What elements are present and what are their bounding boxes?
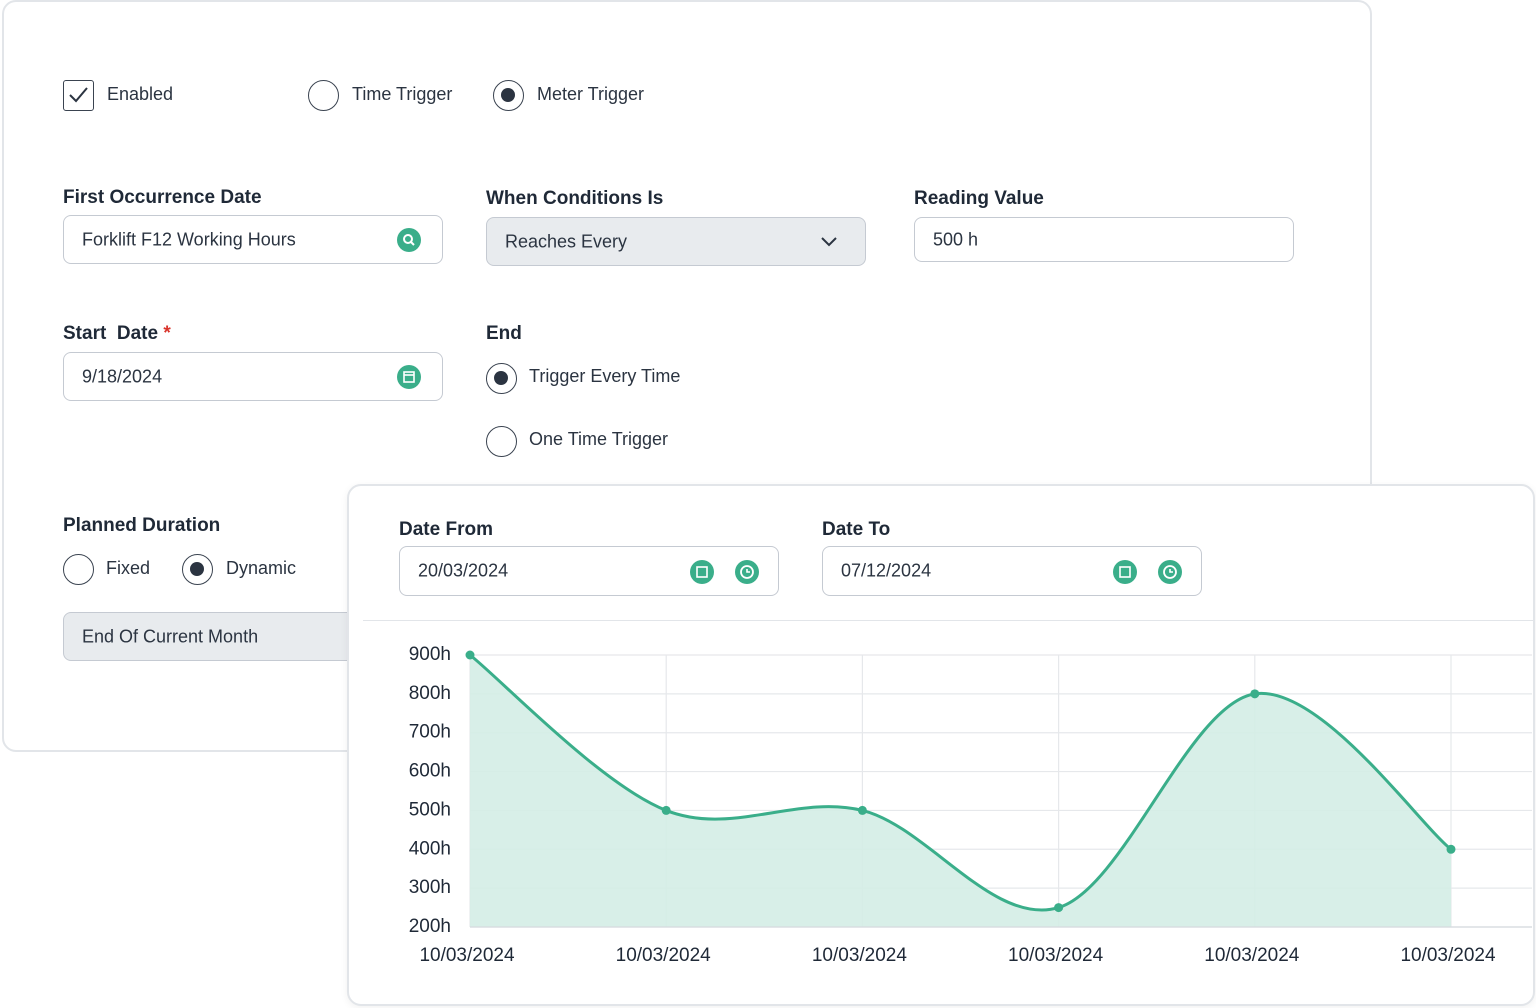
x-tick-label: 10/03/2024 (1400, 945, 1496, 966)
y-tick-label: 700h (409, 722, 451, 743)
field-label: Start Date * (63, 323, 171, 345)
radio[interactable] (486, 363, 517, 394)
chevron-icon (821, 237, 837, 247)
radio-label: Fixed (106, 558, 151, 578)
label-text: Start Date (63, 323, 159, 344)
field-label: Reading Value (914, 188, 1044, 209)
radio-label: Trigger Every Time (529, 366, 681, 386)
y-tick-label: 300h (409, 877, 451, 898)
input-value: 500 h (933, 229, 979, 249)
area (470, 655, 1451, 927)
radio[interactable] (493, 80, 524, 111)
dropdown[interactable]: End Of Current Month (63, 612, 393, 661)
date-icons[interactable] (1113, 560, 1183, 584)
radio-label: One Time Trigger (529, 429, 669, 449)
radio[interactable] (63, 554, 94, 585)
search-icon[interactable] (397, 228, 421, 252)
input-value: 9/18/2024 (82, 366, 163, 386)
input-value: 20/03/2024 (418, 560, 509, 581)
divider (363, 620, 1533, 621)
x-tick-label: 10/03/2024 (1008, 945, 1104, 966)
y-tick-label: 500h (409, 799, 451, 820)
x-tick-label: 10/03/2024 (1204, 945, 1300, 966)
point (465, 650, 475, 660)
y-tick-label: 400h (409, 838, 451, 859)
y-tick-label: 600h (409, 761, 451, 782)
check-icon (69, 87, 88, 103)
x-tick-label: 10/03/2024 (812, 945, 908, 966)
y-tick-label: 900h (409, 644, 451, 665)
radio[interactable] (308, 80, 339, 111)
radio-label: Time Trigger (352, 84, 453, 104)
date-input[interactable]: 20/03/2024 (399, 546, 779, 596)
field-label: Date From (399, 519, 493, 540)
field-label: End (486, 323, 522, 344)
checkbox-label: Enabled (107, 84, 174, 104)
checkbox[interactable] (63, 80, 94, 111)
field-label: First Occurrence Date (63, 187, 262, 208)
x-tick-label: 10/03/2024 (419, 945, 515, 966)
input-value: Forklift F12 Working Hours (82, 229, 296, 249)
point (1250, 689, 1260, 699)
input-value: 07/12/2024 (841, 560, 932, 581)
text-input[interactable]: 500 h (914, 217, 1294, 262)
point (661, 805, 671, 815)
date-input[interactable]: 9/18/2024 (63, 352, 443, 401)
point (857, 805, 867, 815)
field-label: When Conditions Is (486, 188, 664, 209)
point (1446, 844, 1456, 854)
line (469, 653, 1452, 912)
radio-label: Dynamic (226, 558, 297, 578)
y-tick-label: 800h (409, 683, 451, 704)
search-input[interactable]: Forklift F12 Working Hours (63, 215, 443, 264)
date-input[interactable]: 07/12/2024 (822, 546, 1202, 596)
required-mark: * (163, 323, 171, 344)
y-tick-label: 200h (409, 916, 451, 937)
dropdown-value: Reaches Every (505, 231, 628, 251)
point (1054, 903, 1064, 913)
field-label: Date To (822, 519, 891, 540)
radio[interactable] (182, 554, 213, 585)
calendar-icon[interactable] (397, 365, 421, 389)
date-icons[interactable] (690, 560, 760, 584)
dropdown-value: End Of Current Month (82, 626, 259, 646)
x-tick-label: 10/03/2024 (616, 945, 712, 966)
field-label: Planned Duration (63, 515, 221, 536)
radio-label: Meter Trigger (537, 84, 645, 104)
dropdown[interactable]: Reaches Every (486, 217, 866, 266)
radio[interactable] (486, 426, 517, 457)
